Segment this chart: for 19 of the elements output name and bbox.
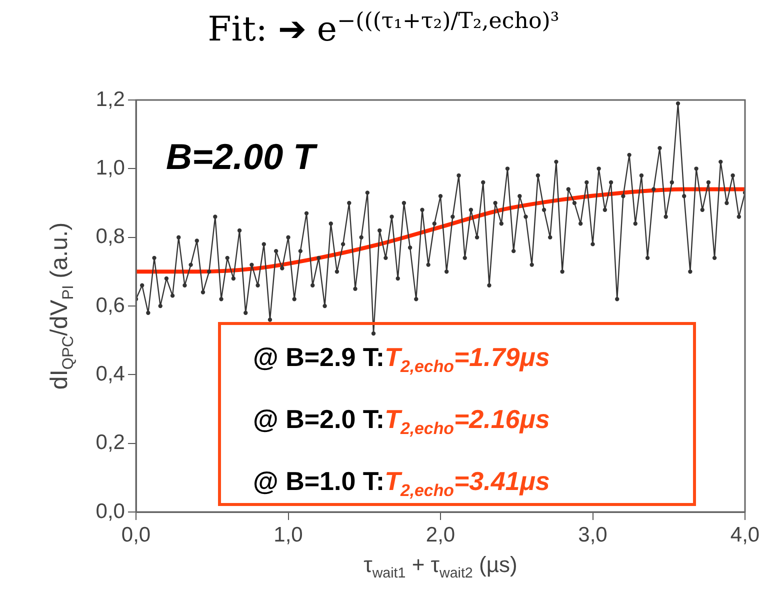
note-frame: @ B=2.9 T:T$_{2,echo}$=1.79μs @ B=2.0 T:T$_{2,echo}$=2.16μs @ B=1.0 T:T$_{2,echo}$=3.41μs <box>218 322 696 506</box>
x-tick-label: 4,0 <box>730 523 760 546</box>
y-tick-label: 1,0 <box>96 156 125 180</box>
y-tick-label: 0,2 <box>96 431 125 454</box>
annotation: @ B=1.0 T:T$_{2,echo}$=3.41μs <box>253 465 551 503</box>
annotation: B=2.00 T <box>166 136 316 178</box>
y-tick-label: 0,8 <box>96 225 125 248</box>
y-tick-label: 1,2 <box>96 88 125 111</box>
chart-title: Fit: ➔ e$^{−(((τ₁+τ₂)/T₂,echo)³}$ <box>206 8 560 50</box>
x-tick-label: 1,0 <box>274 523 303 546</box>
x-tick-label: 0,0 <box>121 523 151 546</box>
annotation: @ B=2.0 T:T$_{2,echo}$=2.16μs <box>253 403 551 440</box>
y-tick-label: 0,4 <box>96 362 126 386</box>
annotation: @ B=2.9 T:T$_{2,echo}$=1.79μs <box>253 341 551 378</box>
y-tick-label: 0,0 <box>96 500 125 523</box>
x-tick-label: 3,0 <box>578 523 608 546</box>
y-tick-label: 0,6 <box>96 294 125 317</box>
x-tick-label: 2,0 <box>426 523 456 546</box>
x-axis-title: τ$_{wait1}$ + τ$_{wait2}$ (µs) <box>362 552 518 582</box>
